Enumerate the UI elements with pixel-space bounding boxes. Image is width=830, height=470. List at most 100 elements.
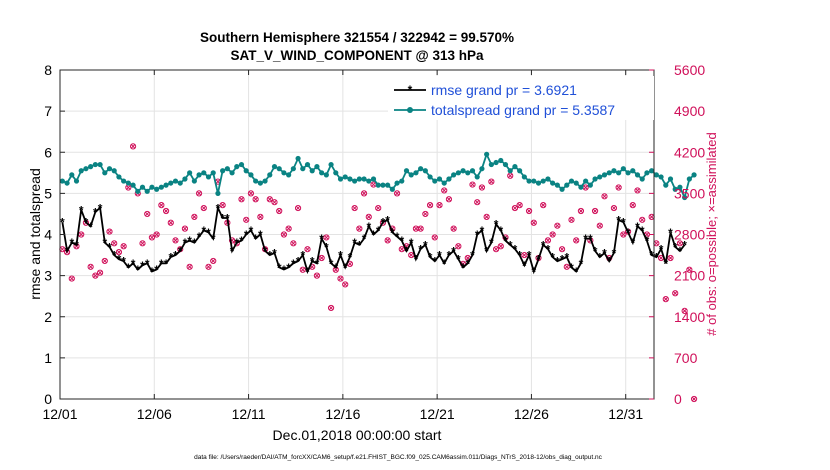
data-point-rmse: * (607, 255, 612, 269)
obs-possible-marker (639, 216, 646, 223)
obs-possible-marker (210, 257, 217, 265)
data-point-spread (432, 178, 438, 184)
obs-assimilated-marker (291, 240, 296, 246)
obs-possible-marker (596, 222, 603, 229)
data-point-rmse: * (597, 251, 602, 265)
obs-count-point (690, 395, 698, 403)
data-point-rmse: * (324, 240, 329, 254)
x-tick-label: 12/26 (514, 406, 549, 422)
data-point-rmse: * (673, 240, 678, 254)
obs-possible-marker (629, 202, 636, 209)
obs-possible-marker (672, 290, 679, 297)
data-point-rmse: * (612, 247, 617, 261)
data-point-spread (469, 168, 476, 174)
obs-possible-marker (521, 251, 528, 259)
data-point-spread (356, 176, 362, 182)
data-point-rmse: * (234, 236, 239, 250)
data-point-spread (361, 176, 367, 182)
data-point-spread (573, 180, 579, 186)
data-point-spread (102, 170, 108, 176)
obs-assimilated-marker (97, 270, 103, 276)
obs-count-point (577, 207, 585, 215)
obs-assimilated-marker (201, 205, 207, 211)
obs-assimilated-marker (60, 246, 65, 252)
obs-possible-marker (497, 243, 504, 250)
data-point-spread (281, 170, 287, 176)
obs-assimilated-marker (272, 199, 277, 205)
obs-count-point (186, 263, 193, 270)
data-point-rmse: * (206, 226, 211, 240)
obs-possible-marker (276, 207, 283, 215)
obs-possible-marker (111, 240, 118, 247)
obs-count-point (111, 240, 118, 247)
data-point-rmse: * (315, 257, 320, 271)
obs-assimilated-marker (357, 226, 362, 231)
obs-possible-marker (563, 263, 570, 270)
data-point-spread (649, 168, 655, 174)
data-point-spread (290, 166, 296, 172)
data-point-spread (521, 174, 527, 180)
data-point-rmse: * (131, 257, 136, 271)
legend-entry-spread: totalspread grand pr = 5.3587 (394, 102, 615, 118)
obs-possible-marker (280, 231, 288, 238)
data-point-rmse: * (150, 265, 155, 279)
obs-count-point (629, 202, 636, 209)
data-point-spread (243, 168, 249, 174)
data-point-spread (427, 174, 433, 180)
obs-assimilated-marker (526, 208, 532, 214)
data-point-rmse: * (437, 249, 442, 263)
obs-possible-marker (610, 204, 618, 212)
obs-count-point (342, 281, 349, 288)
data-point-rmse: * (498, 224, 503, 238)
series-rmse: *** *** ** ** ** * * * * * * ** * * * * * ** * * * * * *** *** * *… (60, 201, 687, 279)
data-point-spread (399, 178, 405, 184)
obs-assimilated-marker (333, 267, 339, 273)
obs-count-point (106, 228, 113, 235)
obs-assimilated-marker (220, 202, 225, 208)
obs-assimilated-marker (597, 223, 603, 229)
data-point-rmse: * (418, 242, 423, 256)
obs-possible-marker (266, 196, 273, 203)
x-tick-label: 12/06 (137, 406, 172, 422)
data-point-rmse: * (319, 232, 324, 246)
obs-possible-marker (271, 199, 278, 206)
data-point-spread (319, 170, 325, 176)
obs-count-point (591, 207, 599, 215)
data-point-spread (531, 178, 537, 184)
data-point-rmse: * (225, 212, 230, 226)
obs-count-point (153, 231, 160, 238)
obs-count-point (195, 190, 203, 197)
data-point-rmse: * (211, 232, 216, 246)
obs-count-point (181, 225, 189, 232)
data-point-rmse: * (362, 232, 367, 246)
obs-count-point (530, 219, 537, 226)
data-point-rmse: * (239, 234, 244, 248)
data-point-spread (253, 178, 259, 184)
y-tick-label: 5 (44, 185, 52, 201)
obs-possible-marker (530, 219, 537, 226)
data-point-spread (248, 172, 254, 178)
obs-assimilated-marker (578, 208, 584, 214)
right-y-tick-label: 2100 (674, 268, 705, 284)
data-point-rmse: * (602, 247, 607, 261)
data-point-spread (267, 172, 273, 178)
obs-assimilated-marker (517, 202, 522, 208)
data-point-spread (644, 170, 650, 176)
obs-count-point (639, 216, 646, 223)
data-point-spread (88, 164, 94, 170)
obs-assimilated-marker (111, 240, 117, 246)
obs-assimilated-marker (630, 202, 636, 208)
data-point-spread (682, 194, 688, 201)
obs-assimilated-marker (564, 264, 570, 270)
y-axis-ticks: 0 1 2 3 4 5 6 7 8 (44, 62, 65, 407)
obs-possible-marker (417, 225, 424, 232)
obs-assimilated-marker (239, 196, 244, 202)
data-point-spread (540, 178, 546, 184)
obs-possible-marker (615, 184, 622, 191)
obs-count-point (238, 196, 245, 203)
data-point-spread (564, 182, 570, 188)
obs-count-point (610, 204, 618, 212)
obs-assimilated-marker (559, 246, 565, 252)
obs-count-point (478, 184, 486, 191)
data-point-rmse: * (395, 230, 400, 244)
